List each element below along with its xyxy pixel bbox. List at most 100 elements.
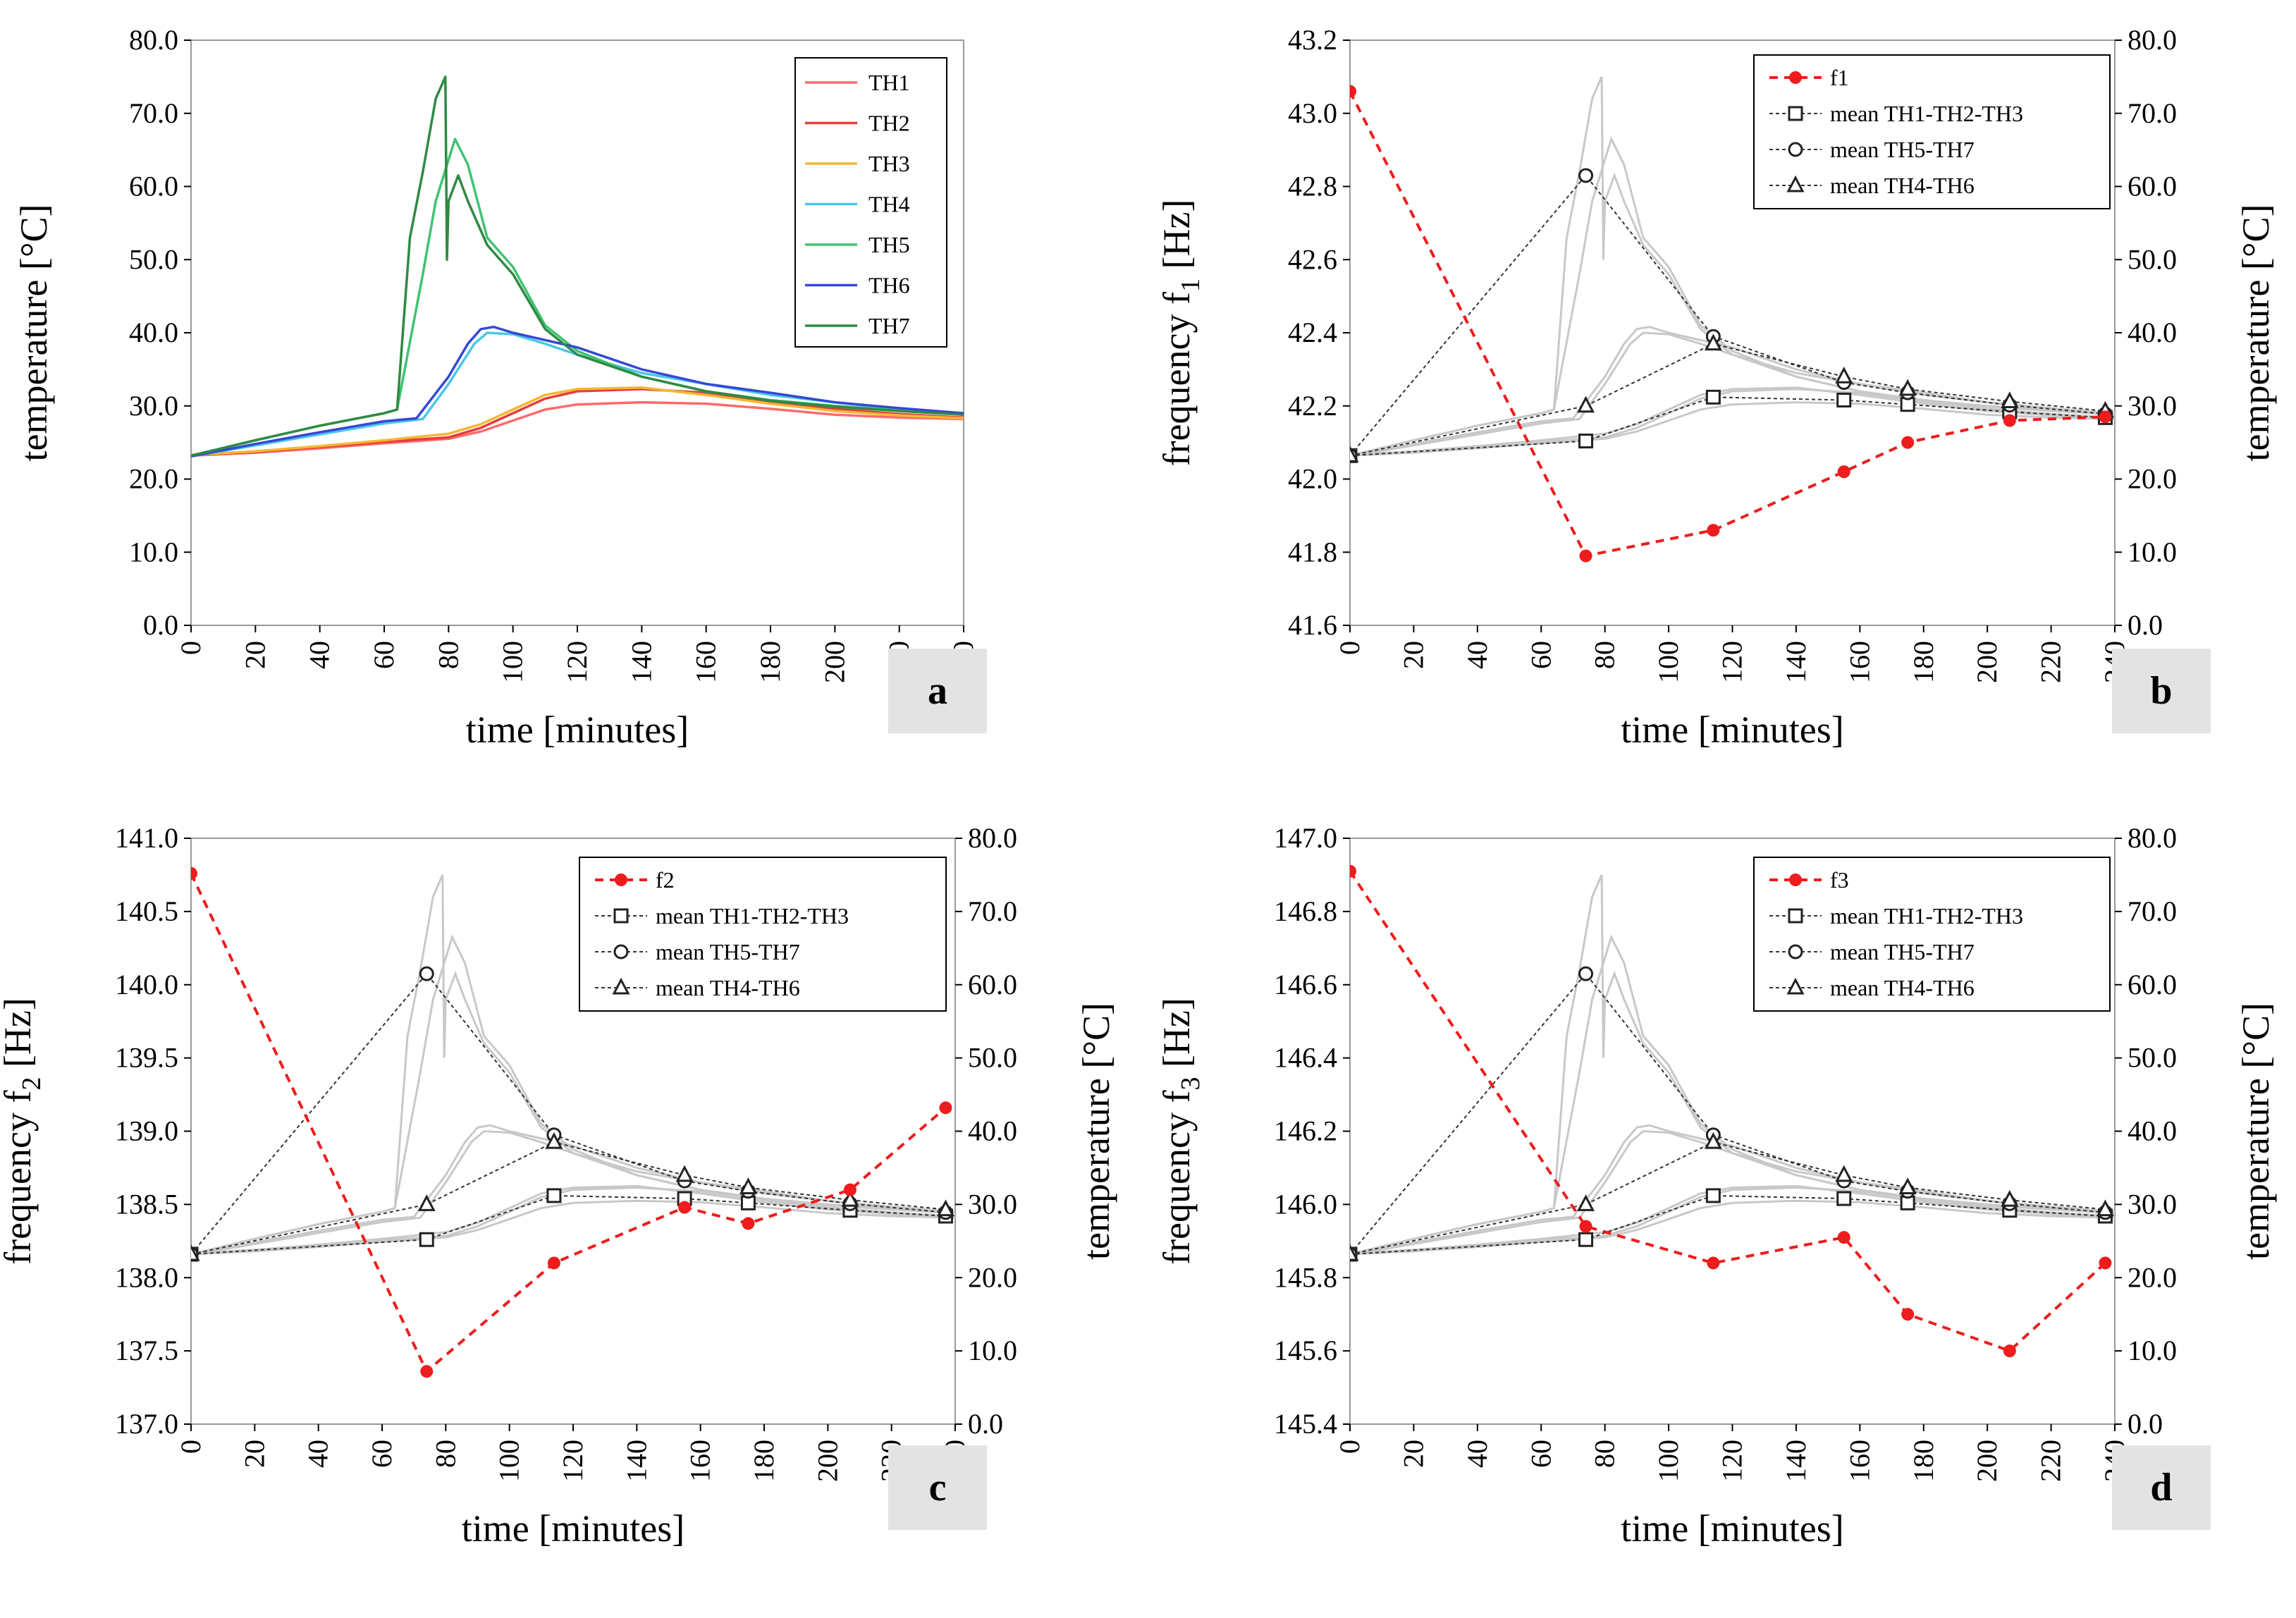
- x-tick-label: 160: [1843, 1440, 1875, 1482]
- background-trace-th7: [191, 874, 955, 1256]
- x-axis-title: time [minutes]: [1621, 709, 1843, 751]
- x-tick-label: 180: [1908, 641, 1939, 683]
- x-tick-label: 140: [1780, 641, 1812, 683]
- panel-letter-box: [2112, 649, 2211, 733]
- marker-square: [1705, 1188, 1721, 1203]
- y-axis-title: frequency f2 [Hz]: [0, 998, 47, 1265]
- x-axis-title: time [minutes]: [462, 1507, 684, 1550]
- marker-f2: [678, 1201, 692, 1214]
- y-tick-label: 145.4: [1274, 1408, 1337, 1440]
- marker-triangle: [1898, 379, 1917, 396]
- x-tick-label: 20: [238, 1440, 270, 1468]
- marker-f3: [2099, 1256, 2112, 1270]
- y-axis-title-subscript: 3: [1176, 1077, 1205, 1091]
- x-tick-label: 40: [1461, 1440, 1493, 1468]
- y2-tick-label: 50.0: [968, 1042, 1017, 1074]
- x-axis-title: time [minutes]: [1621, 1507, 1843, 1550]
- plot-data-layer: [191, 75, 964, 458]
- x-tick-label: 0: [175, 641, 207, 655]
- marker-triangle: [1350, 1244, 1359, 1261]
- y-tick-label: 141.0: [115, 822, 178, 854]
- x-tick-label: 200: [818, 641, 850, 683]
- legend-label: mean TH4-TH6: [1830, 173, 1975, 198]
- x-tick-label: 120: [1717, 641, 1748, 683]
- marker-f3: [1579, 1220, 1592, 1233]
- x-tick-label: 160: [684, 1440, 716, 1482]
- x-tick-label: 220: [2035, 1440, 2067, 1482]
- legend-label: f1: [1830, 65, 1849, 90]
- marker-square: [1836, 1191, 1852, 1206]
- legend-label: mean TH5-TH7: [1830, 137, 1975, 162]
- marker-triangle: [739, 1177, 757, 1194]
- legend-swatch-marker: [1788, 106, 1803, 121]
- x-tick-label: 20: [239, 641, 271, 669]
- y2-tick-label: 80.0: [2128, 822, 2177, 854]
- y2-tick-label: 50.0: [2128, 1042, 2177, 1074]
- y2-tick-label: 40.0: [2128, 1115, 2177, 1147]
- panel-letter-box: [888, 649, 987, 733]
- series-line-th4: [191, 331, 964, 458]
- x-tick-label: 200: [811, 1440, 843, 1482]
- legend-label: TH3: [868, 151, 910, 176]
- legend-label: mean TH5-TH7: [1830, 939, 1975, 964]
- legend: TH1 TH2 TH3 TH4 TH5 TH6 TH7: [794, 57, 947, 348]
- y-tick-label: 139.5: [115, 1042, 178, 1074]
- marker-triangle: [1835, 1165, 1853, 1182]
- x-tick-label: 60: [1525, 641, 1557, 669]
- background-trace-th2: [1350, 1186, 2115, 1255]
- y2-tick-label: 70.0: [968, 895, 1017, 927]
- legend-label: mean TH4-TH6: [656, 975, 800, 1000]
- chart-panel-c: 137.0 137.5 138.0 138.5 139.0 139.5 140.0 140.5…: [0, 822, 1117, 1550]
- y2-axis-title: temperature [°C]: [2235, 1003, 2277, 1260]
- y-tick-label: 147.0: [1274, 822, 1337, 854]
- y-axis-title-main: frequency f: [1155, 292, 1198, 466]
- plot-data-layer: [191, 866, 955, 1378]
- x-tick-label: 120: [561, 641, 593, 683]
- marker-square: [546, 1188, 562, 1203]
- legend-label: mean TH1-TH2-TH3: [1830, 101, 2023, 126]
- panel-letter: d: [2150, 1466, 2172, 1509]
- y-tick-label: 138.5: [115, 1188, 178, 1220]
- y2-tick-label: 10.0: [968, 1335, 1017, 1366]
- marker-f2: [191, 866, 197, 880]
- marker-f1: [1901, 436, 1915, 449]
- series-line-th7: [191, 75, 964, 458]
- background-trace-th7: [1350, 874, 2115, 1256]
- marker-f2: [547, 1256, 560, 1270]
- legend-label: f3: [1830, 867, 1849, 893]
- marker-f1: [1579, 549, 1592, 563]
- legend-label: mean TH1-TH2-TH3: [656, 903, 849, 928]
- y-tick-label: 140.0: [115, 969, 178, 1000]
- y2-tick-label: 30.0: [2128, 390, 2177, 422]
- y2-axis-title: temperature [°C]: [2235, 204, 2277, 462]
- y2-tick-label: 30.0: [968, 1188, 1017, 1220]
- x-tick-label: 60: [368, 641, 400, 669]
- x-tick-label: 0: [175, 1440, 207, 1454]
- legend: f2 mean TH1-TH2-TH3 mean TH5-TH7 mean TH4-T…: [579, 857, 947, 1012]
- y-axis-title-unit: [Hz]: [1155, 998, 1198, 1077]
- series-line-triangle: [191, 1141, 946, 1255]
- panel-letter-box: [888, 1445, 987, 1530]
- y-tick-label: 40.0: [129, 317, 178, 348]
- y2-tick-label: 70.0: [2128, 895, 2177, 927]
- series-line-th1: [191, 400, 964, 458]
- legend-label: TH5: [868, 232, 910, 257]
- marker-f3: [1901, 1308, 1915, 1321]
- x-tick-label: 200: [1971, 1440, 2003, 1482]
- y2-tick-label: 50.0: [2128, 243, 2177, 275]
- y-tick-label: 41.8: [1288, 536, 1337, 568]
- marker-f2: [742, 1217, 755, 1230]
- series-line-circle: [1350, 174, 2106, 456]
- marker-triangle: [191, 1244, 200, 1261]
- y-tick-label: 146.8: [1274, 895, 1337, 927]
- marker-f2: [420, 1365, 434, 1378]
- marker-f1: [1837, 465, 1850, 479]
- legend-label: TH4: [868, 192, 910, 217]
- y-tick-label: 146.6: [1274, 969, 1337, 1000]
- panel-letter-box: [2112, 1445, 2211, 1530]
- y-tick-label: 42.0: [1288, 463, 1337, 495]
- x-tick-label: 180: [1908, 1440, 1939, 1482]
- legend-swatch-marker: [1788, 142, 1803, 157]
- y2-tick-label: 0.0: [968, 1408, 1003, 1440]
- y-tick-label: 42.2: [1288, 390, 1337, 422]
